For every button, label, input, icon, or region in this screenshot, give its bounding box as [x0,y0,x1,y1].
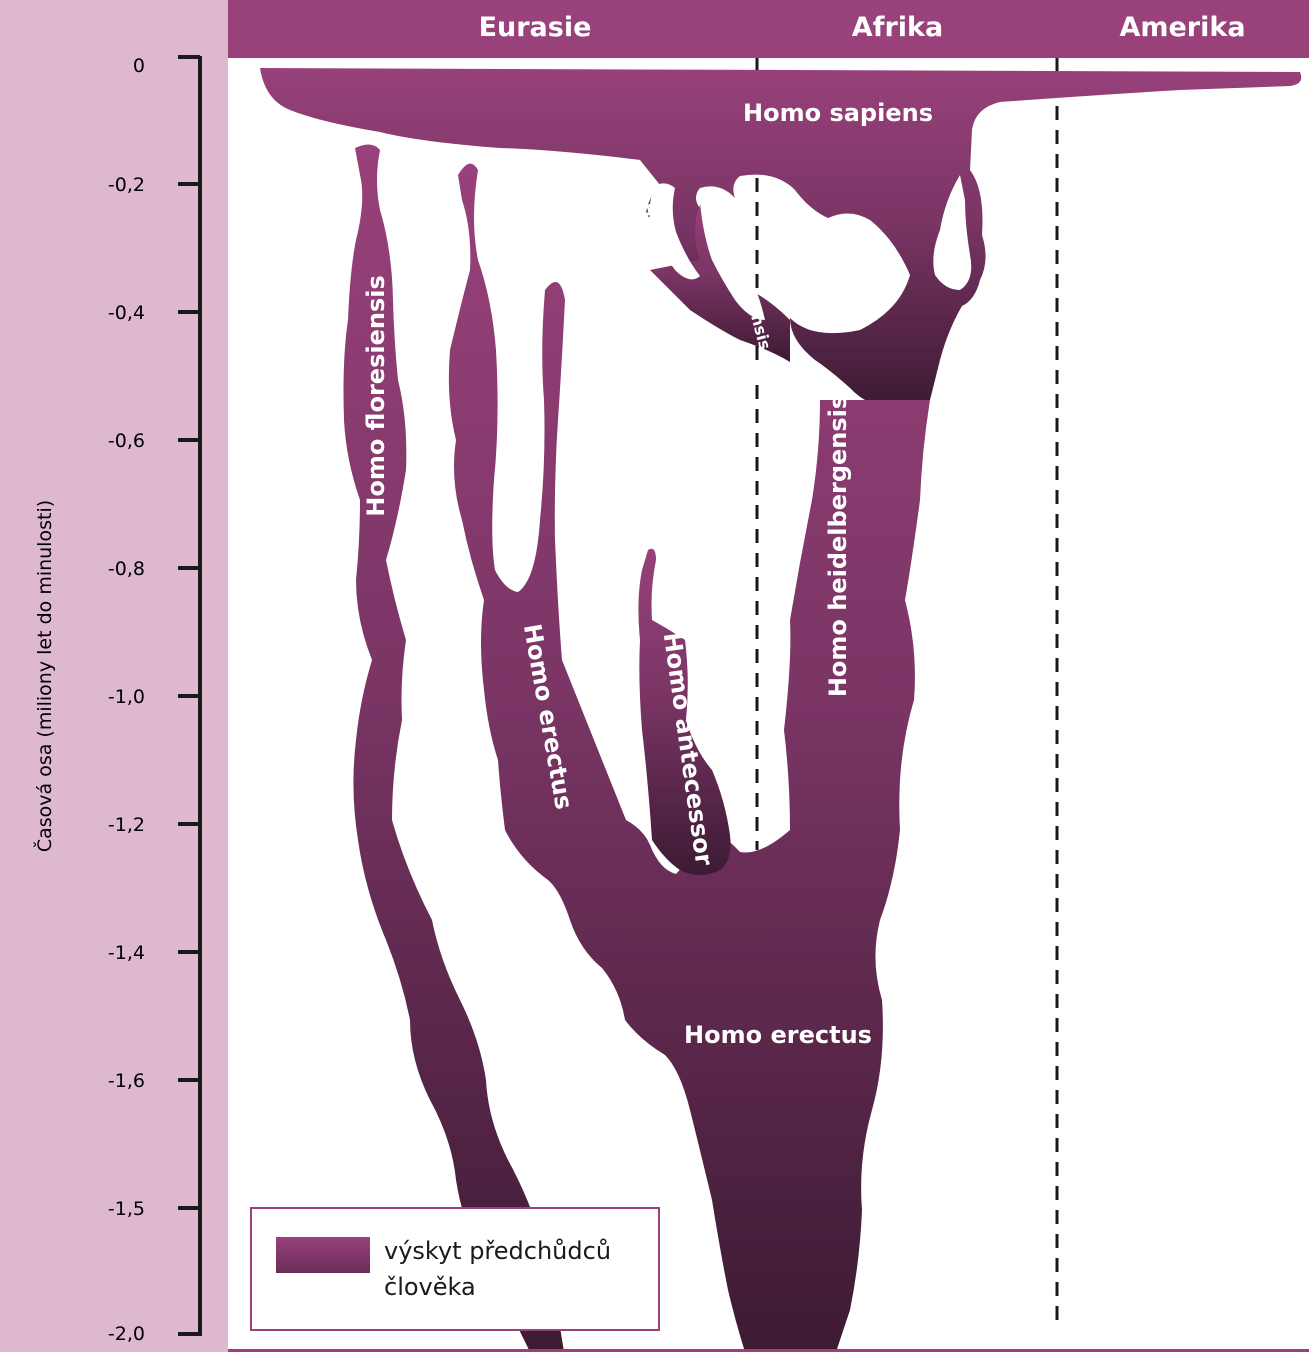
tick-label: -1,5 [107,1198,145,1220]
tick-label: -0,8 [107,558,145,580]
legend-text: výskyt předchůdců člověka [384,1233,644,1305]
tick-label: -0,2 [107,174,145,196]
label-homo-erectus-trunk: Homo erectus [684,1021,872,1049]
region-eurasie: Eurasie [478,12,592,43]
axis-background-strip [0,0,228,1352]
legend: výskyt předchůdců člověka [250,1207,660,1331]
tick-label: -1,4 [107,942,145,964]
label-homo-sapiens: Homo sapiens [743,99,933,127]
species-occurrence-shapes [260,68,1302,1352]
tick-label: -1,6 [107,1070,145,1092]
region-amerika: Amerika [1119,12,1246,43]
label-homo-heidelbergensis: Homo heidelbergensis [824,395,852,697]
label-homo-floresiensis: Homo floresiensis [362,275,390,517]
region-afrika: Afrika [851,12,944,43]
legend-line-2: člověka [384,1273,476,1301]
tick-label: -0,6 [107,430,145,452]
shape-gaps [649,183,765,320]
tick-label: -2,0 [107,1323,145,1345]
legend-swatch [276,1237,370,1273]
time-axis [178,55,202,1336]
tick-label: -0,4 [107,302,145,324]
legend-line-1: výskyt předchůdců [384,1237,612,1265]
region-header-bar [228,0,1309,58]
tick-label: -1,0 [107,686,145,708]
tick-label: 0 [132,55,145,77]
label-homo-neanderthalensis-line1: Homo [757,242,783,296]
bottom-border [228,1349,1309,1352]
tick-label: -1,2 [107,814,145,836]
